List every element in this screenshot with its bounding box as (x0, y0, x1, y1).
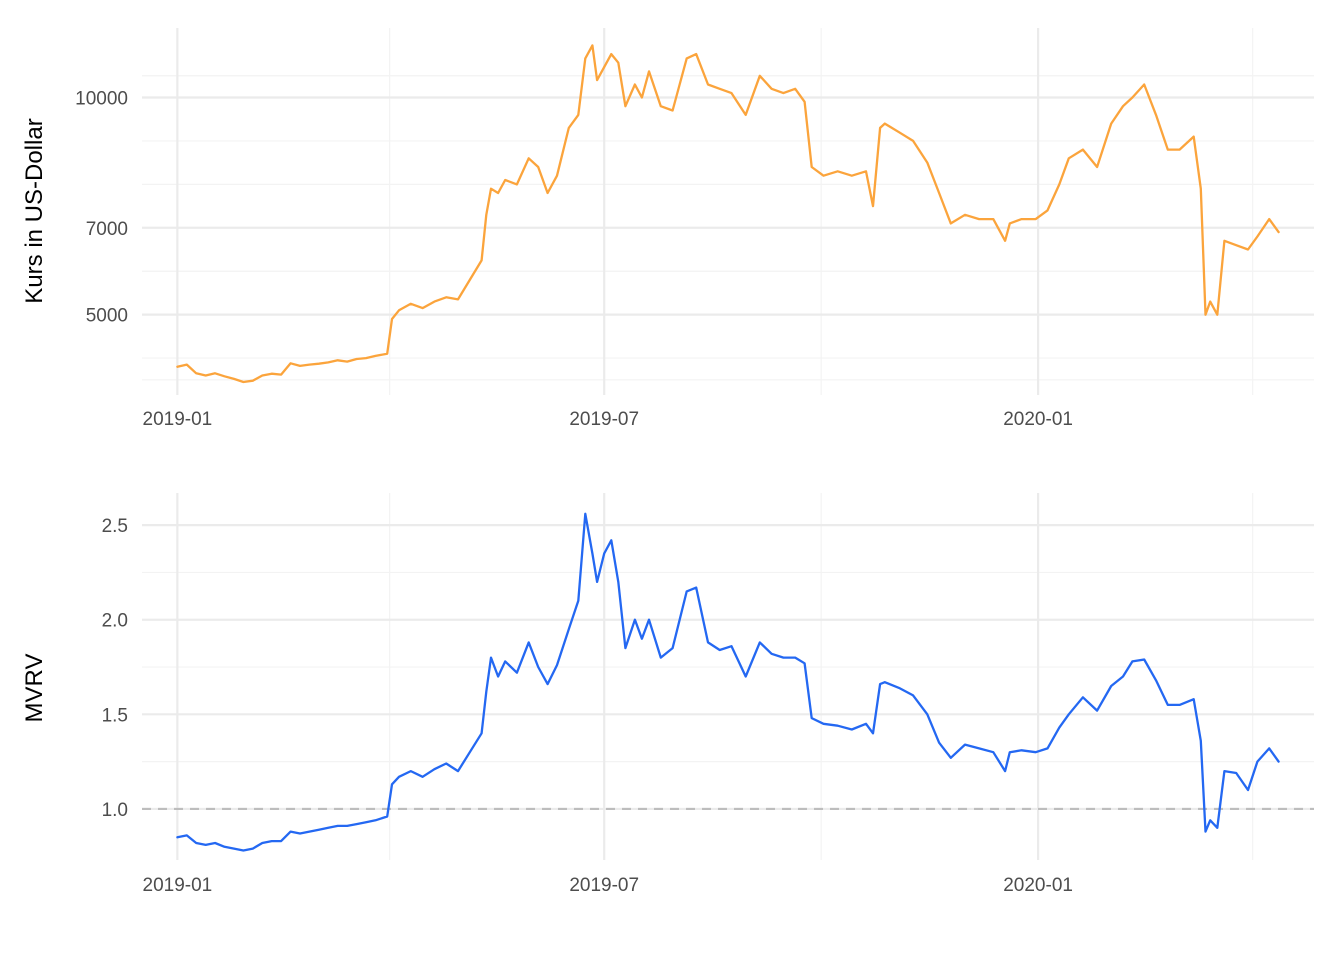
x-tick-label: 2020-01 (1003, 875, 1073, 896)
series-line (176, 512, 1280, 852)
x-tick-label: 2019-07 (569, 875, 639, 896)
y-tick-label: 2.5 (102, 516, 128, 537)
x-tick-label: 2019-07 (569, 409, 639, 430)
series-line (176, 44, 1280, 384)
x-tick-label: 2020-01 (1003, 409, 1073, 430)
x-tick-label: 2019-01 (143, 409, 213, 430)
x-tick-label: 2019-01 (143, 875, 213, 896)
y-tick-label: 10000 (75, 88, 128, 109)
mvrv-panel: 1.0 1.5 2.0 2.5 2019-01 2019-07 2020-01 MVRV (21, 493, 1314, 896)
y-axis-title: Kurs in US-Dollar (21, 118, 48, 303)
y-tick-label: 7000 (86, 219, 128, 240)
y-tick-label: 1.5 (102, 705, 128, 726)
y-tick-label: 1.0 (102, 800, 128, 821)
y-axis-title: MVRV (21, 654, 48, 723)
y-tick-label: 2.0 (102, 611, 128, 632)
y-tick-label: 5000 (86, 306, 128, 327)
price-panel: 5000 7000 10000 2019-01 2019-07 2020-01 Kurs i… (21, 28, 1314, 430)
